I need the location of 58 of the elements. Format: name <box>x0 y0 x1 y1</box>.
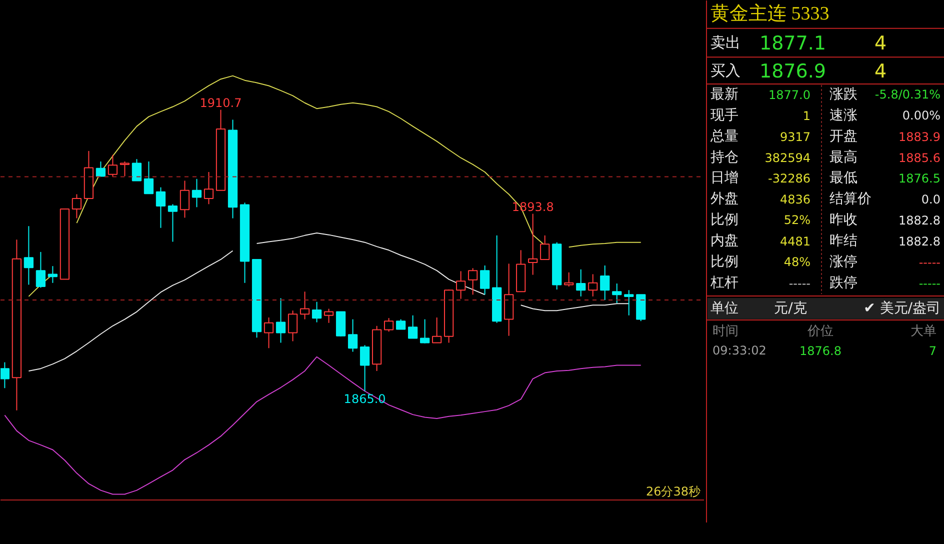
text: 时间 <box>712 324 738 340</box>
text: 价位 <box>806 324 834 340</box>
text: 卖出 <box>710 34 740 52</box>
text: 4836 <box>780 192 811 207</box>
text: 最新 <box>710 86 738 103</box>
text: 1882.8 <box>898 214 941 228</box>
text: 1883.9 <box>898 130 941 144</box>
text: 52% <box>784 213 810 228</box>
text: 内盘 <box>710 232 738 249</box>
text: -32286 <box>768 172 811 186</box>
text: 1876.9 <box>760 60 826 83</box>
text: -5.8/0.31% <box>874 88 940 102</box>
text: 买入 <box>710 62 740 80</box>
text: 昨结 <box>830 232 858 249</box>
text: 持仓 <box>710 149 738 166</box>
text: 09:33:02 <box>712 344 766 358</box>
text: 元/克 <box>774 300 807 317</box>
text: 1882.8 <box>898 234 941 248</box>
text: 382594 <box>764 150 811 165</box>
text: 涨跌 <box>830 86 858 103</box>
text: 日增 <box>710 170 738 186</box>
text: 0.0 <box>921 192 941 207</box>
text: 结算价 <box>830 191 872 208</box>
text: 1877.0 <box>768 88 811 102</box>
text: 单位 <box>710 300 738 317</box>
text: 外盘 <box>710 191 738 208</box>
text: 比例 <box>710 212 738 228</box>
text: 大单 <box>910 324 936 340</box>
text: 1877.1 <box>760 32 826 55</box>
text: 比例 <box>710 254 738 270</box>
text: 1876.5 <box>898 172 941 186</box>
text: 最低 <box>830 170 858 186</box>
text: 杠杆 <box>710 274 738 291</box>
text: 4 <box>874 32 887 55</box>
text: 最高 <box>830 149 858 166</box>
text: 速涨 <box>830 107 858 124</box>
text: ✔ 美元/盎司 <box>864 300 941 317</box>
text: ----- <box>918 255 941 270</box>
text: 1 <box>802 108 811 123</box>
text: 跌停 <box>830 274 858 291</box>
text: 1885.6 <box>898 150 941 165</box>
text: 昨收 <box>830 212 858 228</box>
annotation: 1910.7 <box>200 96 242 110</box>
text: 48% <box>784 254 810 269</box>
text: 黄金主连 5333 <box>710 2 830 24</box>
text: 现手 <box>710 107 738 124</box>
text: ----- <box>918 276 941 290</box>
text: 4481 <box>780 234 811 248</box>
text: 1876.8 <box>800 344 842 358</box>
text: 涨停 <box>830 254 858 270</box>
text: 0.00% <box>902 108 941 122</box>
text: 开盘 <box>830 128 858 144</box>
text: 4 <box>874 60 887 83</box>
text: 7 <box>928 344 937 358</box>
text: 总量 <box>710 128 738 144</box>
text: ----- <box>788 276 811 290</box>
text: 26分38秒 <box>646 484 701 498</box>
text: 9317 <box>780 130 811 144</box>
